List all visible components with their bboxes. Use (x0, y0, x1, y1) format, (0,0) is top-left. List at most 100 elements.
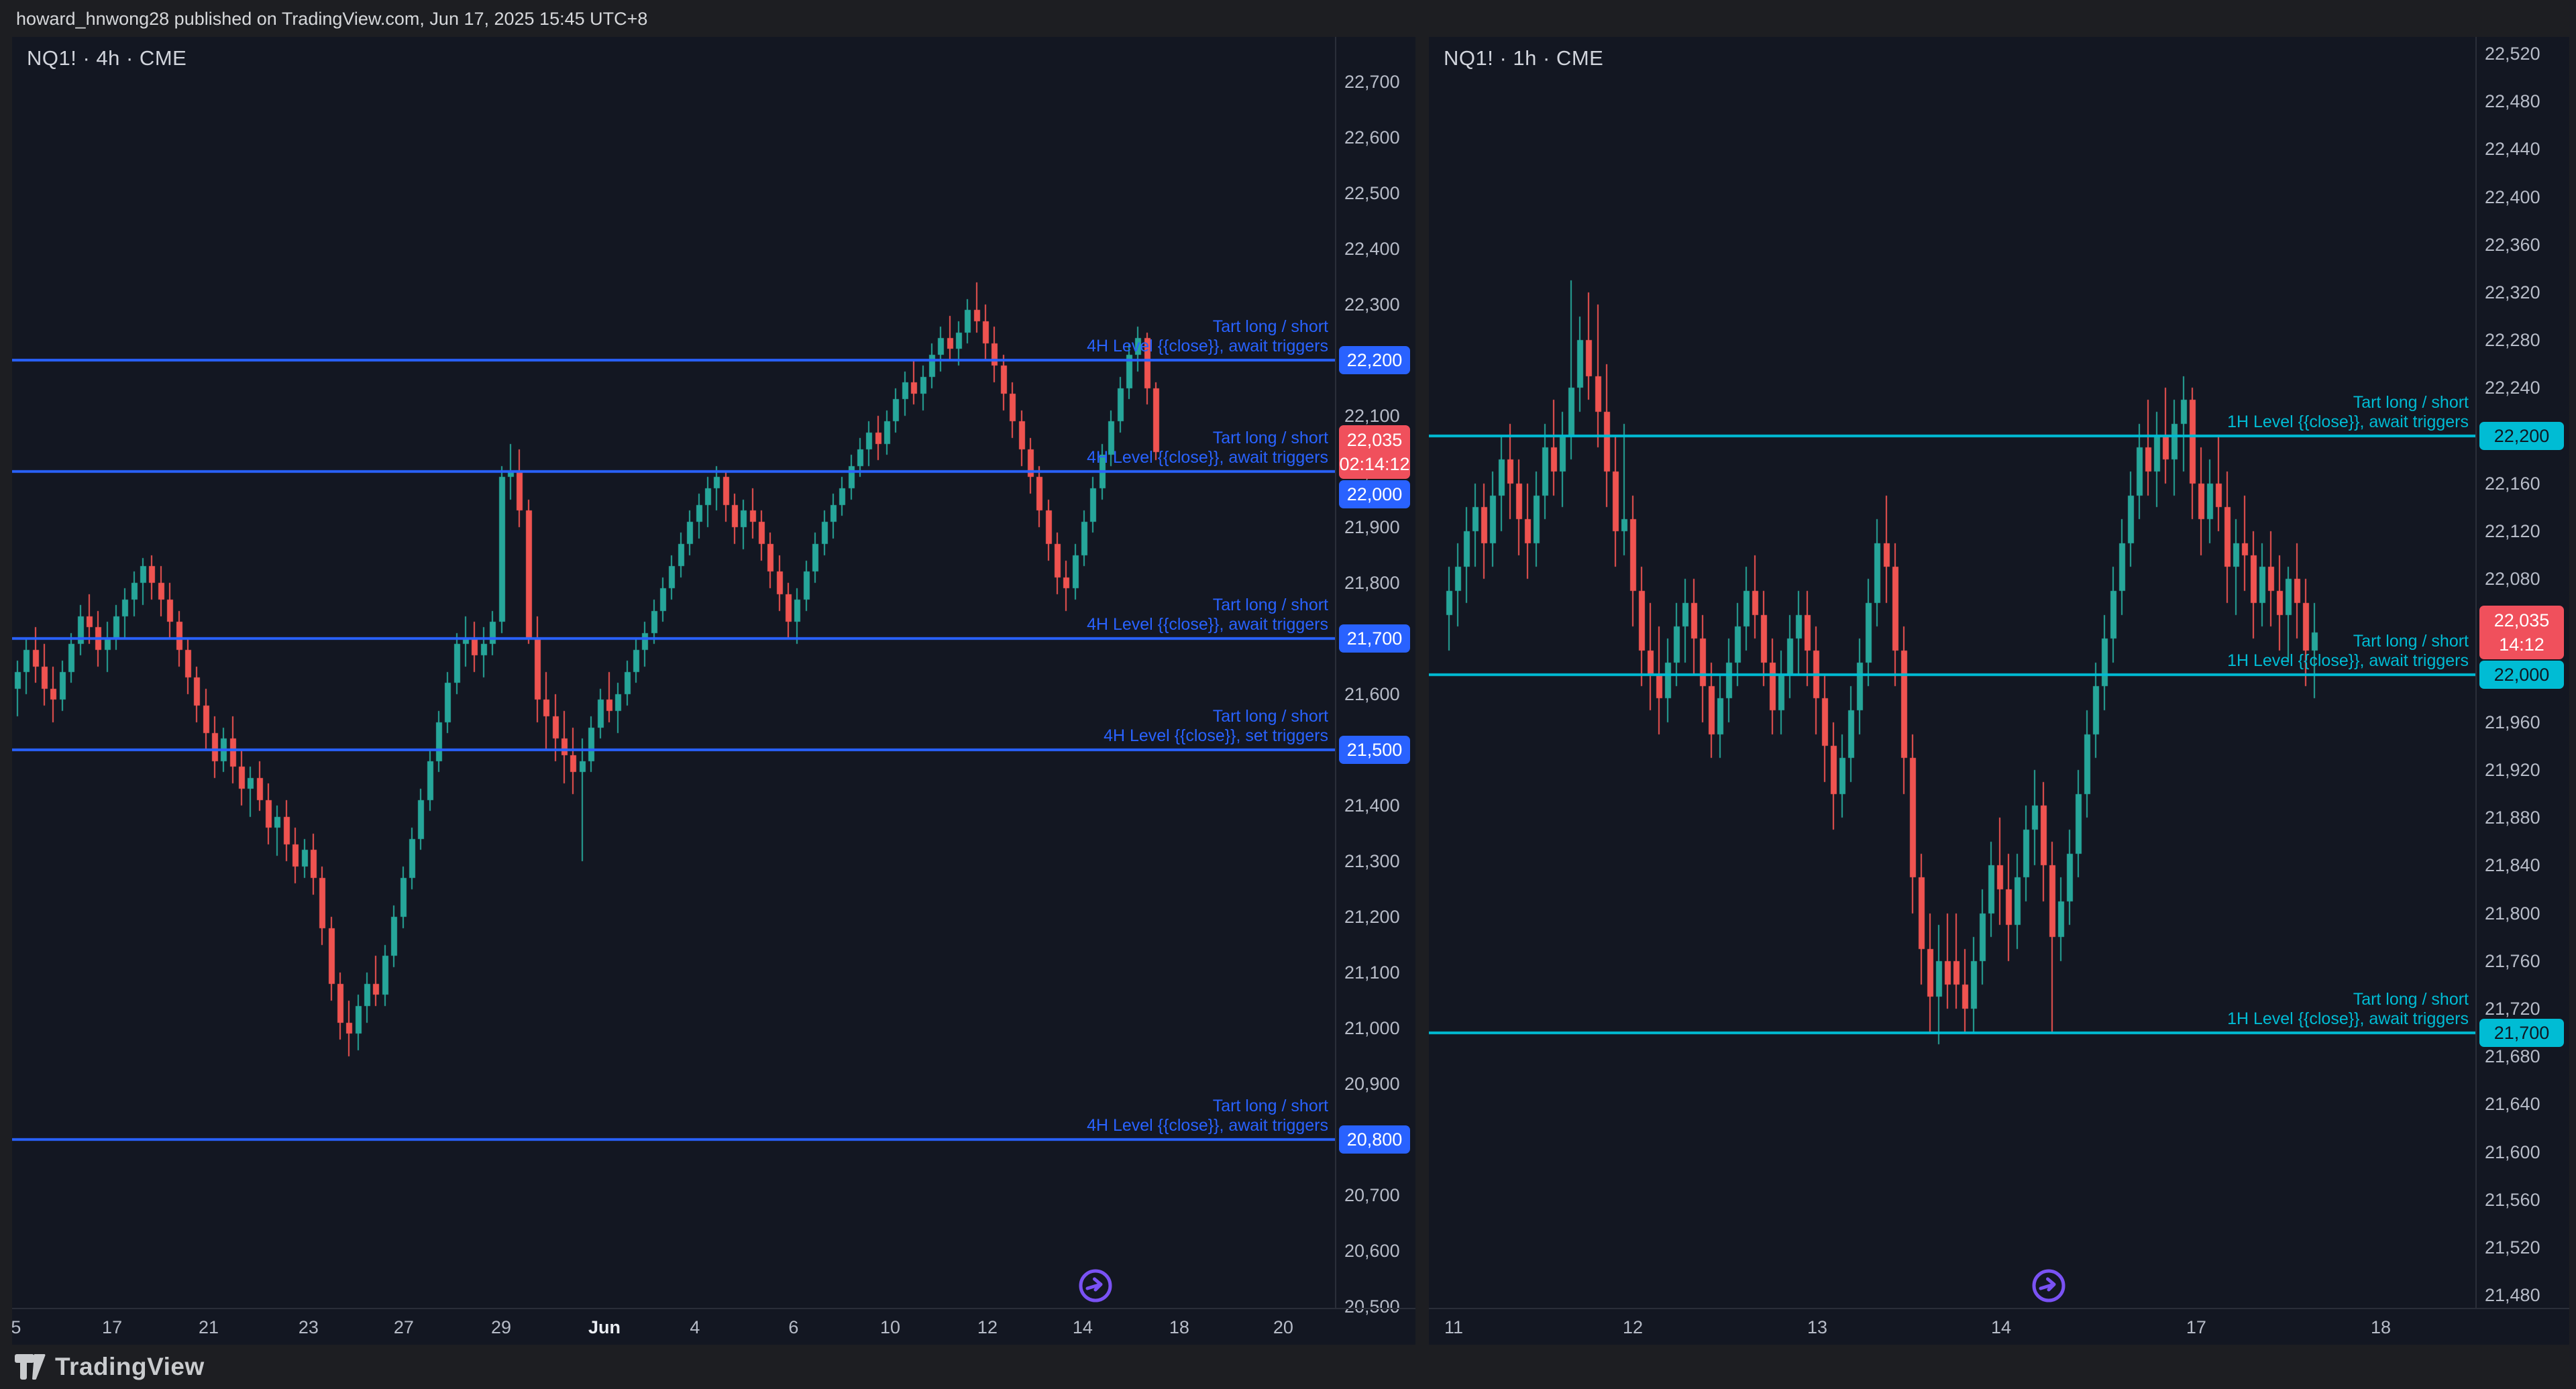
time-tick-label: 12 (1623, 1317, 1644, 1337)
price-tick-label: 22,360 (2485, 234, 2540, 255)
price-tick-label: 22,480 (2485, 91, 2540, 112)
price-tick-label: 21,880 (2485, 808, 2540, 828)
price-tick-label: 21,400 (1344, 795, 1400, 816)
price-tick-label: 21,600 (2485, 1142, 2540, 1162)
go-to-realtime-button[interactable] (1077, 1267, 1114, 1304)
time-tick-label: 21 (199, 1317, 219, 1337)
price-tick-label: 22,400 (2485, 186, 2540, 207)
price-level-badge: 22,200 (2479, 421, 2564, 450)
time-axis-1h[interactable]: 11 12 13 14 17 18 (1429, 1309, 2569, 1345)
price-level-badge: 22,200 (1339, 346, 1410, 374)
last-price-badge: 22,035 14:12 (2479, 606, 2564, 660)
level-alert-label: Tart long / short 4H Level {{close}}, awa… (1087, 317, 1328, 355)
time-tick-label: 14 (1072, 1317, 1093, 1337)
time-tick-label: Jun (588, 1317, 621, 1337)
price-tick-label: 21,720 (2485, 999, 2540, 1019)
price-tick-label: 22,160 (2485, 473, 2540, 494)
time-tick-label: 23 (298, 1317, 319, 1337)
price-tick-label: 21,840 (2485, 855, 2540, 876)
time-tick-label: 12 (977, 1317, 998, 1337)
chart-panel-1h: NQ1! · 1h · CME 22,520 22,480 22,440 22,400… (1429, 37, 2569, 1345)
price-tick-label: 22,500 (1344, 183, 1400, 203)
price-tick-label: 21,480 (2485, 1285, 2540, 1306)
price-axis-separator (2475, 37, 2477, 1308)
go-to-realtime-button[interactable] (2030, 1267, 2068, 1304)
time-tick-label: 17 (102, 1317, 123, 1337)
last-price-value: 22,035 (1346, 429, 1403, 450)
price-tick-label: 20,600 (1344, 1241, 1400, 1261)
last-price-badge: 22,035 02:14:12 (1339, 425, 1410, 479)
candlestick-plot-4h[interactable] (12, 37, 1335, 1308)
price-tick-label: 22,400 (1344, 239, 1400, 259)
level-alert-label: Tart long / short 4H Level {{close}}, awa… (1087, 1097, 1328, 1135)
price-tick-label: 21,960 (2485, 712, 2540, 732)
price-tick-label: 21,000 (1344, 1018, 1400, 1038)
publish-header: howard_hnwong28 published on TradingView… (0, 0, 2576, 37)
time-axis-4h[interactable]: 5 17 21 23 27 29 Jun 4 6 10 12 14 18 20 (12, 1309, 1415, 1345)
price-tick-label: 21,680 (2485, 1046, 2540, 1067)
candle-countdown: 14:12 (2499, 634, 2544, 655)
time-tick-label: 10 (879, 1317, 901, 1337)
time-tick-label: 17 (2186, 1317, 2206, 1337)
price-tick-label: 22,080 (2485, 569, 2540, 590)
price-tick-label: 22,120 (2485, 521, 2540, 541)
level-alert-label: Tart long / short 1H Level {{close}}, awa… (2227, 631, 2469, 670)
price-tick-label: 22,700 (1344, 72, 1400, 92)
price-tick-label: 20,900 (1344, 1074, 1400, 1094)
price-tick-label: 22,520 (2485, 44, 2540, 64)
price-tick-label: 21,560 (2485, 1189, 2540, 1210)
tradingview-logo[interactable]: TradingView (15, 1353, 205, 1381)
tradingview-logo-text: TradingView (55, 1353, 205, 1380)
candlestick-plot-1h[interactable] (1429, 37, 2475, 1308)
price-axis-1h[interactable]: 22,520 22,480 22,440 22,400 22,360 22,320 22,2… (2475, 37, 2569, 1308)
level-alert-label: Tart long / short 4H Level {{close}}, awa… (1087, 429, 1328, 467)
price-tick-label: 21,920 (2485, 760, 2540, 780)
time-tick-label: 13 (1807, 1317, 1828, 1337)
time-tick-label: 27 (393, 1317, 414, 1337)
price-tick-label: 21,800 (2485, 903, 2540, 924)
time-tick-label: 5 (12, 1317, 21, 1337)
price-level-badge: 22,000 (2479, 660, 2564, 689)
time-tick-label: 20 (1273, 1317, 1293, 1337)
price-tick-label: 20,700 (1344, 1185, 1400, 1205)
footer-bar: TradingView (0, 1345, 2576, 1389)
price-axis-4h[interactable]: 22,700 22,600 22,500 22,400 22,300 22,200 22,1… (1335, 37, 1415, 1316)
price-tick-label: 21,760 (2485, 950, 2540, 971)
price-tick-label: 22,440 (2485, 139, 2540, 160)
time-tick-label: 4 (690, 1317, 700, 1337)
chart-panel-4h: NQ1! · 4h · CME 22,700 22,600 22,500 22,400… (12, 37, 1415, 1345)
price-tick-label: 21,520 (2485, 1237, 2540, 1258)
last-price-value: 22,035 (2493, 610, 2550, 631)
price-level-badge: 21,500 (1339, 736, 1410, 764)
publish-info: howard_hnwong28 published on TradingView… (16, 9, 648, 29)
price-tick-label: 21,900 (1344, 517, 1400, 537)
level-alert-label: Tart long / short 1H Level {{close}}, awa… (2227, 392, 2469, 431)
chart-title-4h: NQ1! · 4h · CME (27, 46, 187, 70)
price-tick-label: 22,320 (2485, 282, 2540, 302)
tradingview-logo-icon (15, 1354, 46, 1380)
time-axis-separator (1429, 1308, 2569, 1309)
time-axis-separator (12, 1308, 1415, 1309)
price-tick-label: 21,600 (1344, 684, 1400, 704)
time-tick-label: 29 (491, 1317, 512, 1337)
price-tick-label: 22,240 (2485, 378, 2540, 398)
price-tick-label: 21,640 (2485, 1094, 2540, 1115)
time-tick-label: 14 (1990, 1317, 2012, 1337)
price-tick-label: 21,200 (1344, 907, 1400, 927)
arrow-right-icon (1085, 1277, 1103, 1292)
time-tick-label: 18 (1169, 1317, 1189, 1337)
price-tick-label: 21,300 (1344, 851, 1400, 871)
time-tick-label: 18 (2370, 1317, 2391, 1337)
price-axis-separator (1335, 37, 1336, 1308)
price-tick-label: 21,800 (1344, 573, 1400, 593)
price-level-badge: 20,800 (1339, 1125, 1410, 1154)
price-tick-label: 20,500 (1344, 1296, 1400, 1317)
candle-countdown: 02:14:12 (1339, 453, 1410, 474)
price-tick-label: 22,100 (1344, 406, 1400, 426)
price-tick-label: 22,300 (1344, 294, 1400, 315)
chart-title-1h: NQ1! · 1h · CME (1444, 46, 1604, 70)
arrow-right-icon (2039, 1277, 2056, 1292)
price-level-badge: 21,700 (2479, 1018, 2564, 1047)
price-level-badge: 21,700 (1339, 624, 1410, 653)
price-level-badge: 22,000 (1339, 480, 1410, 508)
